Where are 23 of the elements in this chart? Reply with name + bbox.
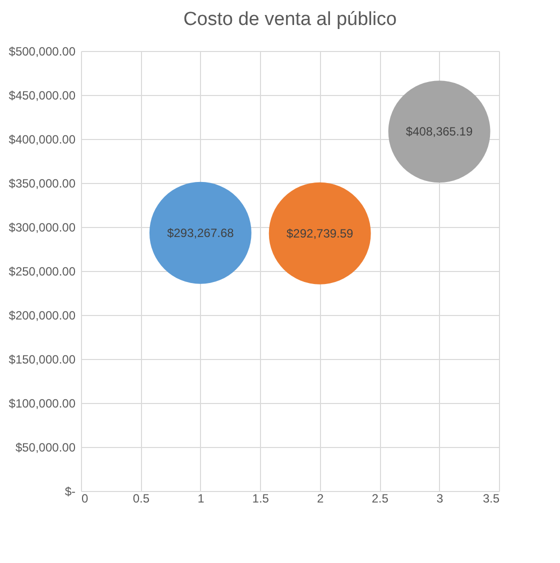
y-tick-label: $450,000.00	[8, 88, 76, 102]
chart-title: Costo de venta al público	[183, 9, 397, 30]
y-tick-label: $50,000.00	[15, 440, 76, 454]
y-tick-label: $250,000.00	[8, 264, 76, 278]
y-tick-label: $150,000.00	[8, 352, 76, 366]
x-tick-label: 2.5	[372, 492, 389, 506]
y-tick-label: $400,000.00	[8, 132, 76, 146]
x-tick-label: 3.5	[482, 492, 500, 506]
data-label: $292,739.59	[286, 226, 354, 240]
data-label: $408,365.19	[406, 124, 473, 139]
x-tick-label: 1.5	[252, 492, 270, 506]
y-tick-label: $100,000.00	[8, 396, 76, 410]
y-tick-label: $350,000.00	[8, 176, 76, 190]
y-tick-label: $200,000.00	[8, 308, 76, 322]
y-tick-label: $-	[64, 484, 76, 498]
data-label: $293,267.68	[167, 226, 234, 240]
x-tick-label: 0	[82, 492, 88, 506]
x-tick-label: 0.5	[132, 492, 150, 506]
y-tick-label: $300,000.00	[8, 220, 76, 234]
x-tick-label: 2	[317, 492, 324, 506]
x-tick-label: 3	[436, 492, 444, 506]
x-tick-label: 1	[198, 492, 205, 506]
y-tick-label: $500,000.00	[8, 44, 76, 58]
